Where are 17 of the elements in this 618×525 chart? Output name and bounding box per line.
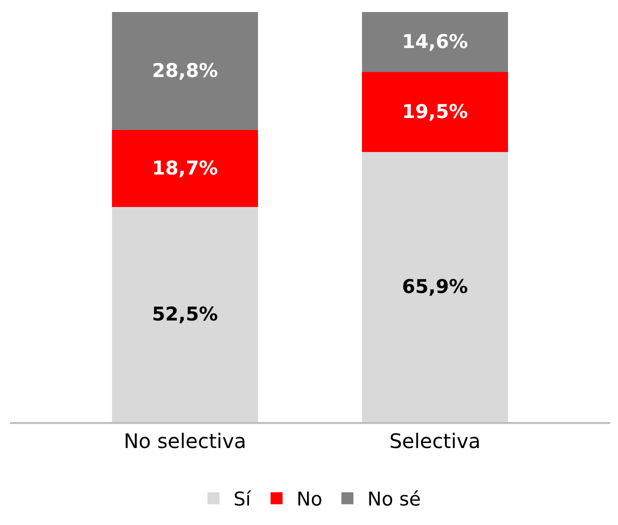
- bar: [362, 12, 508, 72]
- bar: [112, 12, 258, 130]
- data-label: 65,9%: [402, 276, 468, 298]
- x-tick-label: No selectiva: [124, 428, 246, 453]
- data-label: 52,5%: [152, 303, 218, 326]
- x-tick-label: Selectiva: [389, 428, 481, 453]
- bar: [112, 206, 258, 422]
- legend-label: No sé: [367, 488, 421, 511]
- data-label: 28,8%: [152, 60, 218, 82]
- legend-label: No: [296, 488, 322, 511]
- bar: [362, 152, 508, 422]
- legend-label: Sí: [234, 488, 252, 511]
- data-label: 18,7%: [152, 157, 218, 180]
- data-label: 19,5%: [402, 100, 468, 123]
- bar: [362, 72, 508, 152]
- data-label: 14,6%: [402, 30, 468, 53]
- bar: [112, 130, 258, 207]
